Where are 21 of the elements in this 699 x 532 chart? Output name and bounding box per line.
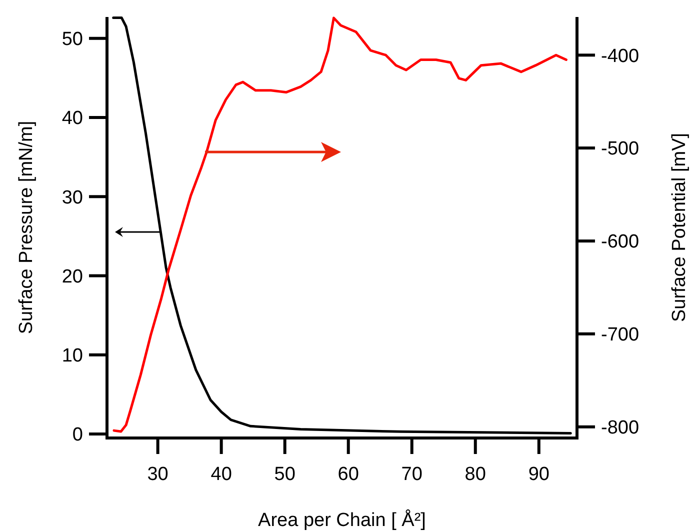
y2-axis-title: Surface Potential [mV] (669, 132, 690, 322)
x-tick-label: 30 (147, 464, 168, 485)
y2-tick-label: -600 (601, 232, 640, 253)
y2-tick-label: -700 (601, 324, 640, 346)
x-tick-label: 90 (528, 464, 550, 485)
y2-tick-label: -500 (601, 138, 640, 160)
x-tick-label: 70 (401, 464, 422, 485)
x-tick-label: 40 (210, 464, 232, 485)
y-tick-label: 10 (62, 346, 83, 367)
y-tick-label: 30 (62, 187, 83, 208)
x-tick-label: 80 (464, 464, 486, 485)
y-tick-label: 50 (62, 29, 83, 50)
y-tick-label: 40 (62, 108, 83, 130)
y-tick-label: 0 (72, 424, 83, 446)
y2-tick-label: -400 (601, 46, 640, 67)
x-axis-title: Area per Chain [ Å²] (258, 509, 426, 531)
y-axis-title: Surface Pressure [mN/m] (16, 120, 37, 334)
x-tick-label: 60 (338, 464, 359, 485)
y2-tick-label: -800 (601, 418, 640, 438)
y-tick-label: 20 (62, 266, 83, 288)
x-tick-label: 50 (274, 464, 296, 485)
